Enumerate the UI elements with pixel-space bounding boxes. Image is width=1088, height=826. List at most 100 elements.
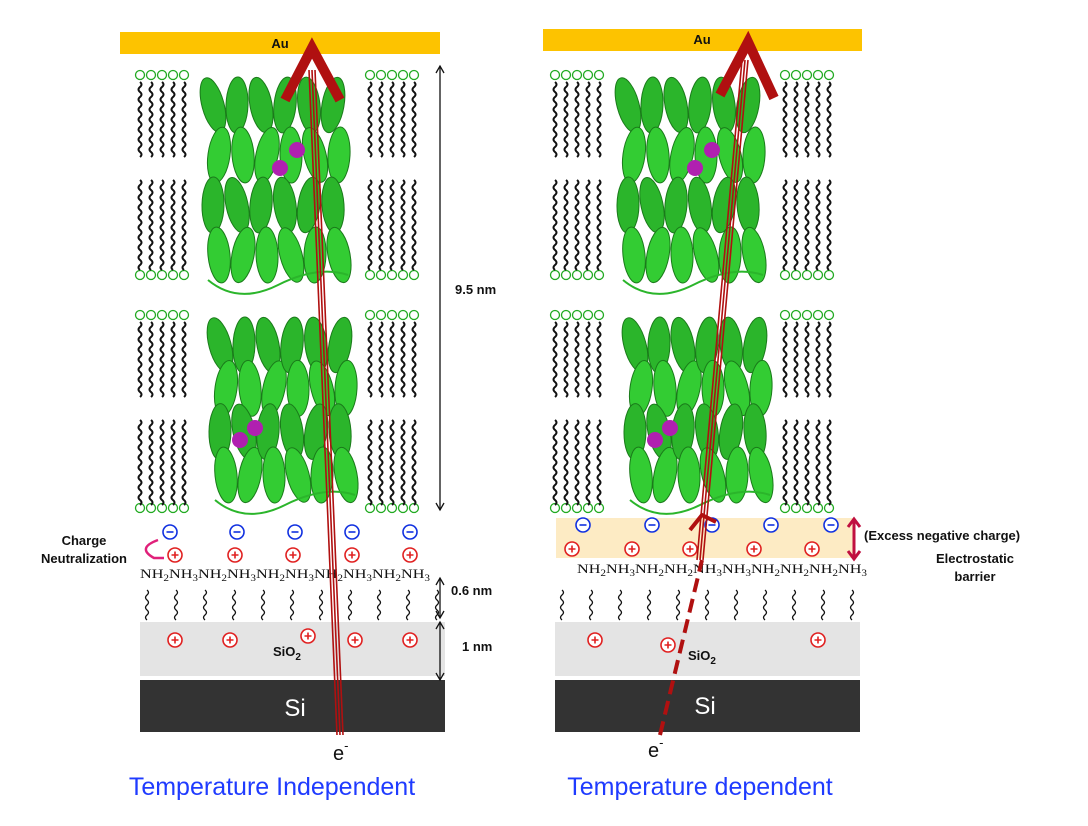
lipid-tail [552, 321, 558, 398]
amine-sub: 2 [774, 568, 780, 578]
plus-sign [591, 636, 599, 644]
helix [310, 446, 334, 504]
amine-sub: 2 [687, 568, 693, 578]
plus-sign [171, 636, 179, 644]
lipid-tail [137, 179, 143, 271]
helix [321, 176, 345, 234]
electron-path [702, 59, 749, 561]
amine-sub: 2 [221, 573, 227, 583]
lipid-tail [563, 179, 569, 271]
lipid-head [167, 69, 179, 81]
lipid-tail [585, 321, 591, 398]
plus-sign [664, 641, 672, 649]
linker [559, 589, 565, 621]
helix [742, 316, 768, 374]
lipid-head [397, 502, 409, 514]
lipid-head [560, 69, 572, 81]
amine-base: NH [285, 566, 308, 581]
lipid-head [134, 309, 146, 321]
lipid-tail [367, 321, 373, 398]
helix [272, 176, 298, 234]
helix [333, 446, 359, 504]
lipid-head [178, 309, 190, 321]
lipid-head [790, 269, 802, 281]
cofactor [232, 432, 248, 448]
lipid-tail [793, 419, 799, 506]
lipid-tail [400, 179, 406, 271]
lipid-tail [389, 179, 395, 271]
side-label: Charge [62, 533, 107, 548]
lipid-tail [148, 419, 154, 506]
amine-sub: 2 [600, 568, 606, 578]
helix [653, 359, 677, 417]
caption: Temperature dependent [567, 773, 833, 801]
lipid-tail [782, 81, 788, 158]
linker [849, 589, 855, 621]
helix [664, 176, 688, 234]
linker [289, 589, 295, 621]
lipid-head [560, 309, 572, 321]
lipid-head [779, 502, 791, 514]
linker [318, 589, 324, 621]
amine-sub: 3 [424, 573, 430, 583]
oxide-layer [555, 622, 860, 676]
lipid-tail [170, 321, 176, 398]
lipid-tail [563, 81, 569, 158]
lipid-tail [596, 81, 602, 158]
amine-row: NH 2NH 3NH 2NH 3NH 2NH 3NH 2NH 3NH 2NH 3 [140, 566, 431, 583]
lipid-head [801, 69, 813, 81]
plus-sign [628, 545, 636, 553]
lipid-tail [815, 419, 821, 506]
linker [704, 589, 710, 621]
lipid-head [375, 69, 387, 81]
amine-base: NH [635, 561, 658, 576]
lipid-head [582, 309, 594, 321]
helix [748, 446, 774, 504]
lipid-tail [367, 179, 373, 271]
lipid-tail [181, 81, 187, 158]
amine-base: NH [401, 566, 424, 581]
plus-sign [814, 636, 822, 644]
lipid-head [549, 269, 561, 281]
lipid-tail [181, 419, 187, 506]
linker [733, 589, 739, 621]
electron-path [696, 59, 743, 561]
lipid-head [156, 69, 168, 81]
lipid-head [156, 309, 168, 321]
helix [327, 316, 353, 374]
lipid-tail [596, 321, 602, 398]
side-label: Electrostatic [936, 551, 1014, 566]
lipid-tail [574, 419, 580, 506]
dimension-label: 1 nm [462, 639, 492, 654]
amine-base: NH [372, 566, 395, 581]
plus-sign [304, 632, 312, 640]
electron-sup: - [344, 738, 348, 753]
lipid-head [571, 309, 583, 321]
decorations: NH 2NH 3NH 2NH 3NH 2NH 3NH 2NH 3NH 2NH 3NH 2NH 3NH 2N… [120, 29, 868, 736]
lipid-head [364, 502, 376, 514]
gold-label: Au [693, 32, 710, 47]
linker [173, 589, 179, 621]
side-label: Neutralization [41, 551, 127, 566]
loop [629, 490, 771, 515]
lipid-head [812, 309, 824, 321]
amine-sub: 3 [716, 568, 722, 578]
linker [376, 589, 382, 621]
lipid-head [364, 309, 376, 321]
barrier-arrow [846, 516, 862, 562]
linker [588, 589, 594, 621]
lipid-head [386, 69, 398, 81]
helix [639, 177, 665, 233]
electron-path [311, 69, 341, 736]
amine-sub: 3 [366, 573, 372, 583]
lipid-head [582, 502, 594, 514]
amine-base: NH [809, 561, 832, 576]
amine-sub: 3 [745, 568, 751, 578]
caption: Temperature Independent [129, 773, 415, 801]
plus-sign [406, 636, 414, 644]
lipid-tail [826, 179, 832, 271]
helix [214, 446, 238, 504]
lipid-tail [815, 321, 821, 398]
helix [225, 76, 249, 134]
lipid-tail [826, 321, 832, 398]
